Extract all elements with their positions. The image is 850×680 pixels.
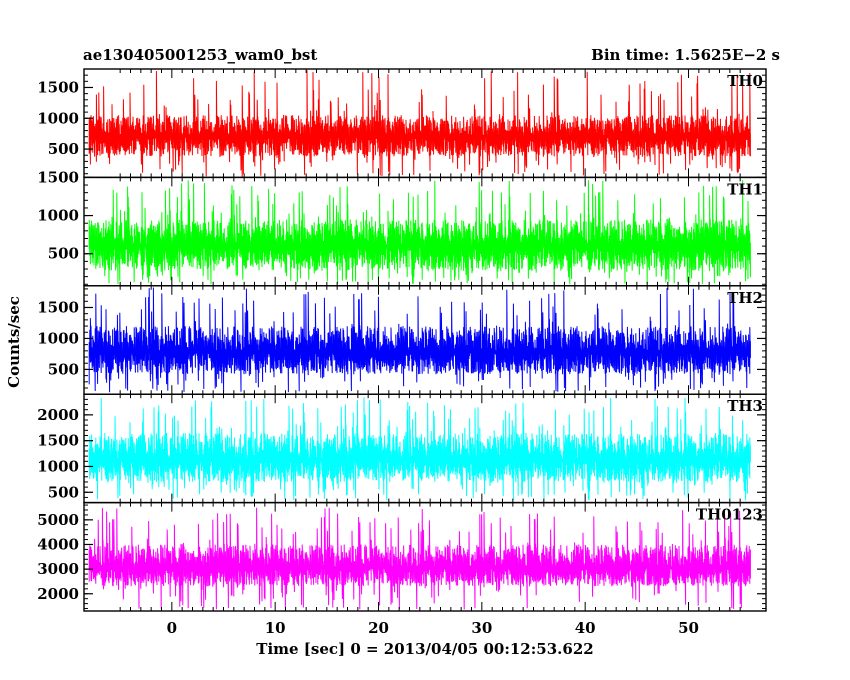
y-tick-label: 2000 bbox=[37, 585, 79, 603]
x-tick-label: 0 bbox=[167, 619, 177, 637]
series-th3 bbox=[88, 397, 751, 501]
y-axis-label: Counts/sec bbox=[5, 296, 23, 388]
panel-th2: 500 1000 1500 TH2 bbox=[37, 285, 767, 395]
y-tick-label: 500 bbox=[48, 245, 79, 263]
x-tick-label: 50 bbox=[678, 619, 699, 637]
panel-frame bbox=[83, 501, 767, 612]
y-tick-label: 5000 bbox=[37, 511, 79, 529]
panel-th0123: 2000 3000 4000 5000 TH0123 bbox=[37, 501, 767, 612]
series-th1 bbox=[88, 179, 751, 285]
series-th2 bbox=[88, 287, 751, 393]
y-tick-label: 1000 bbox=[37, 457, 79, 475]
panel-th1: 500 1000 1500 TH1 bbox=[37, 168, 767, 287]
panel-th3: 500 1000 1500 2000 TH3 bbox=[37, 393, 767, 504]
x-tick-label: 20 bbox=[368, 619, 389, 637]
panel-name-label: TH0123 bbox=[696, 506, 763, 524]
y-tick-label: 1500 bbox=[37, 168, 79, 186]
series-th0123 bbox=[88, 507, 751, 610]
x-tick-label: 30 bbox=[471, 619, 492, 637]
y-tick-label: 500 bbox=[48, 140, 79, 158]
y-tick-label: 3000 bbox=[37, 560, 79, 578]
y-tick-label: 1500 bbox=[37, 298, 79, 316]
y-tick-label: 1500 bbox=[37, 432, 79, 450]
y-tick-label: 1500 bbox=[37, 78, 79, 96]
panel-name-label: TH1 bbox=[727, 180, 763, 198]
series-th0 bbox=[88, 70, 751, 177]
y-tick-label: 1000 bbox=[37, 109, 79, 127]
bin-time-label: Bin time: 1.5625E−2 s bbox=[591, 46, 780, 64]
x-axis: 0 10 20 30 40 50 bbox=[167, 619, 699, 637]
x-tick-label: 10 bbox=[265, 619, 286, 637]
y-tick-label: 1000 bbox=[37, 329, 79, 347]
panel-name-label: TH3 bbox=[727, 397, 763, 415]
y-tick-label: 4000 bbox=[37, 535, 79, 553]
panel-name-label: TH2 bbox=[727, 289, 763, 307]
x-axis-label: Time [sec] 0 = 2013/04/05 00:12:53.622 bbox=[256, 640, 593, 658]
y-tick-label: 2000 bbox=[37, 406, 79, 424]
x-tick-label: 40 bbox=[575, 619, 596, 637]
chart-title: ae130405001253_wam0_bst bbox=[83, 46, 317, 64]
panel-name-label: TH0 bbox=[727, 72, 763, 90]
panel-th0: 500 1000 1500 TH0 bbox=[37, 68, 767, 179]
panels-group: 500 1000 1500 TH0 500 1000 1500 TH1 500 1000 1500 T… bbox=[37, 68, 767, 612]
y-tick-label: 1000 bbox=[37, 207, 79, 225]
y-tick-label: 500 bbox=[48, 360, 79, 378]
y-tick-label: 500 bbox=[48, 483, 79, 501]
